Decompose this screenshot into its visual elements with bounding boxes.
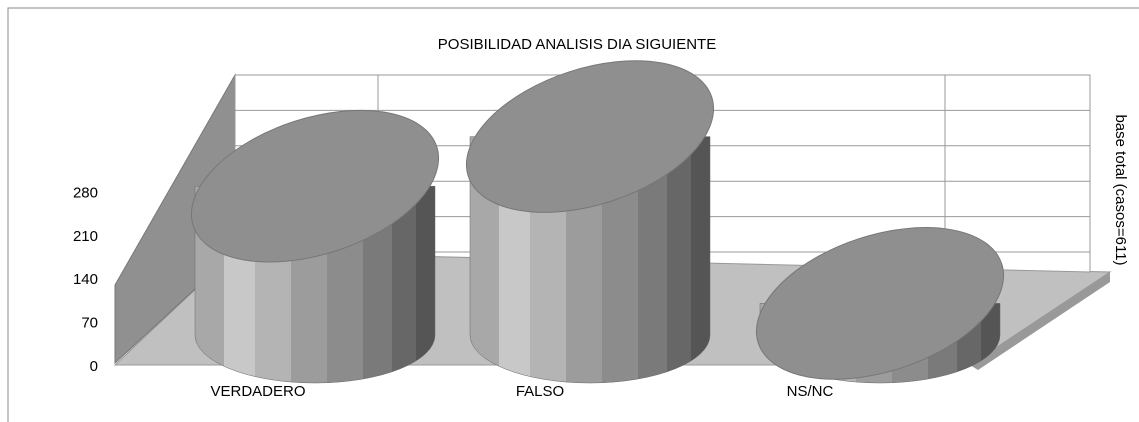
cylinder <box>465 60 715 384</box>
y2-label: base total (casos=611) <box>1112 114 1129 265</box>
y-tick-label: 210 <box>73 228 98 245</box>
y-tick-label: 280 <box>73 184 98 201</box>
cylinder-top <box>755 227 1005 380</box>
x-tick-label: FALSO <box>516 383 564 400</box>
y-tick-label: 0 <box>90 358 98 375</box>
chart-title: POSIBILIDAD ANALISIS DIA SIGUIENTE <box>438 36 716 53</box>
cylinder-top <box>465 60 715 213</box>
y-tick-label: 70 <box>81 315 98 332</box>
x-tick-label: NS/NC <box>787 383 834 400</box>
x-tick-label: VERDADERO <box>210 383 305 400</box>
y-tick-label: 140 <box>73 271 98 288</box>
cylinder <box>190 109 440 384</box>
cylinder-top <box>190 109 440 263</box>
floor-edge <box>970 272 1110 370</box>
cylinder <box>755 227 1005 384</box>
